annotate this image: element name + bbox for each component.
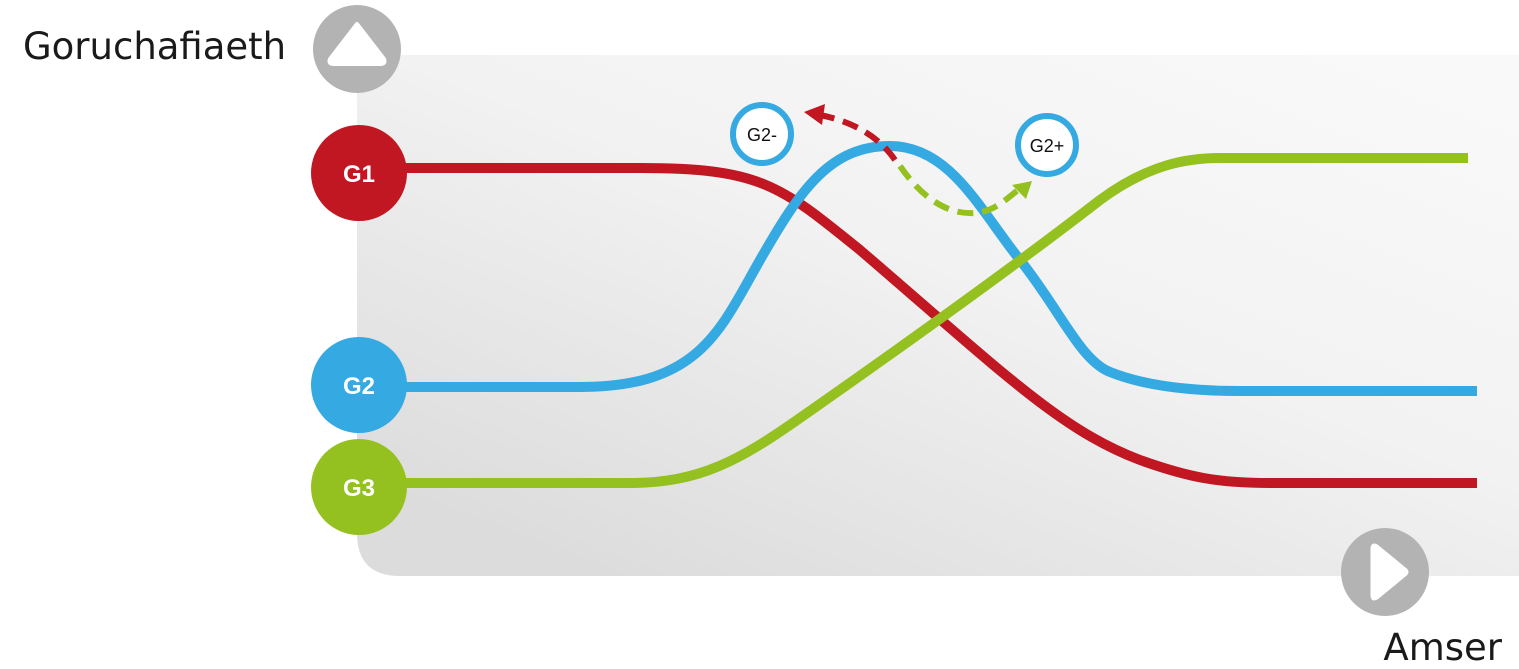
x-axis-arrow-button	[1341, 528, 1429, 616]
g1-node: G1	[311, 125, 407, 221]
g2-plus-branch-arrow	[897, 164, 1020, 217]
g3-curve	[405, 153, 1468, 488]
triangle-up-icon	[327, 22, 387, 66]
g3-node-label: G3	[343, 475, 375, 502]
g2-node: G2	[311, 337, 407, 433]
g1-node-label: G1	[343, 161, 375, 188]
y-axis-arrow-button	[313, 5, 401, 93]
y-axis-label: Goruchafiaeth	[23, 25, 287, 68]
x-axis-label: Amser	[1383, 626, 1502, 669]
g2-curve	[405, 140, 1477, 396]
g2-plus-arrowhead	[1012, 181, 1032, 199]
triangle-right-icon	[1370, 543, 1409, 601]
g2-plus-node: G2+	[1015, 113, 1079, 177]
g2-minus-arrowhead	[804, 104, 825, 125]
g2-minus-label: G2-	[747, 125, 777, 145]
g2-minus-node: G2-	[730, 102, 794, 166]
g2-plus-label: G2+	[1030, 136, 1065, 156]
g3-node: G3	[311, 439, 407, 535]
g1-curve	[405, 163, 1477, 488]
g2-minus-branch-arrow	[819, 112, 898, 162]
g2-node-label: G2	[343, 373, 375, 400]
